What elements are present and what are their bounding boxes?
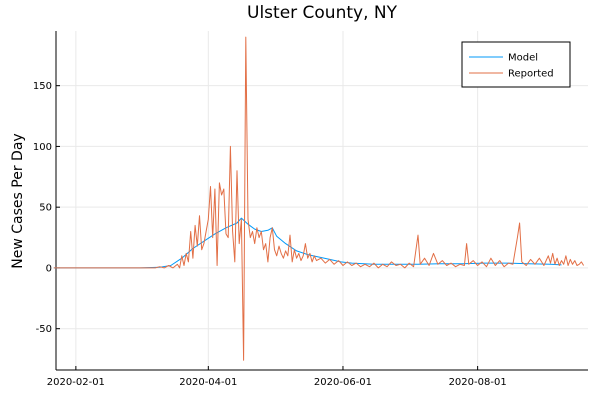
series-line-reported xyxy=(53,36,585,361)
x-tick-label: 2020-06-01 xyxy=(314,377,372,388)
legend-label-reported: Reported xyxy=(508,69,554,80)
legend-items: Model Reported xyxy=(469,53,554,80)
x-tick-label: 2020-08-01 xyxy=(449,377,507,388)
x-tick-label: 2020-02-01 xyxy=(47,377,105,388)
y-tick-label: -50 xyxy=(36,324,52,335)
y-tick-label: 0 xyxy=(46,263,52,274)
tick-layer: 2020-02-01 2020-04-01 2020-06-01 2020-08-01… xyxy=(33,81,507,388)
y-tick-label: 100 xyxy=(33,142,52,153)
axes-layer xyxy=(55,31,588,371)
legend: Model Reported xyxy=(461,41,571,88)
legend-label-model: Model xyxy=(508,53,538,64)
chart-title: Ulster County, NY xyxy=(247,3,398,23)
y-axis-label: New Cases Per Day xyxy=(10,133,26,268)
legend-box xyxy=(461,41,571,88)
y-tick-label: 50 xyxy=(39,203,52,214)
y-tick-label: 150 xyxy=(33,81,52,92)
x-tick-label: 2020-04-01 xyxy=(179,377,237,388)
series-layer xyxy=(53,36,585,361)
